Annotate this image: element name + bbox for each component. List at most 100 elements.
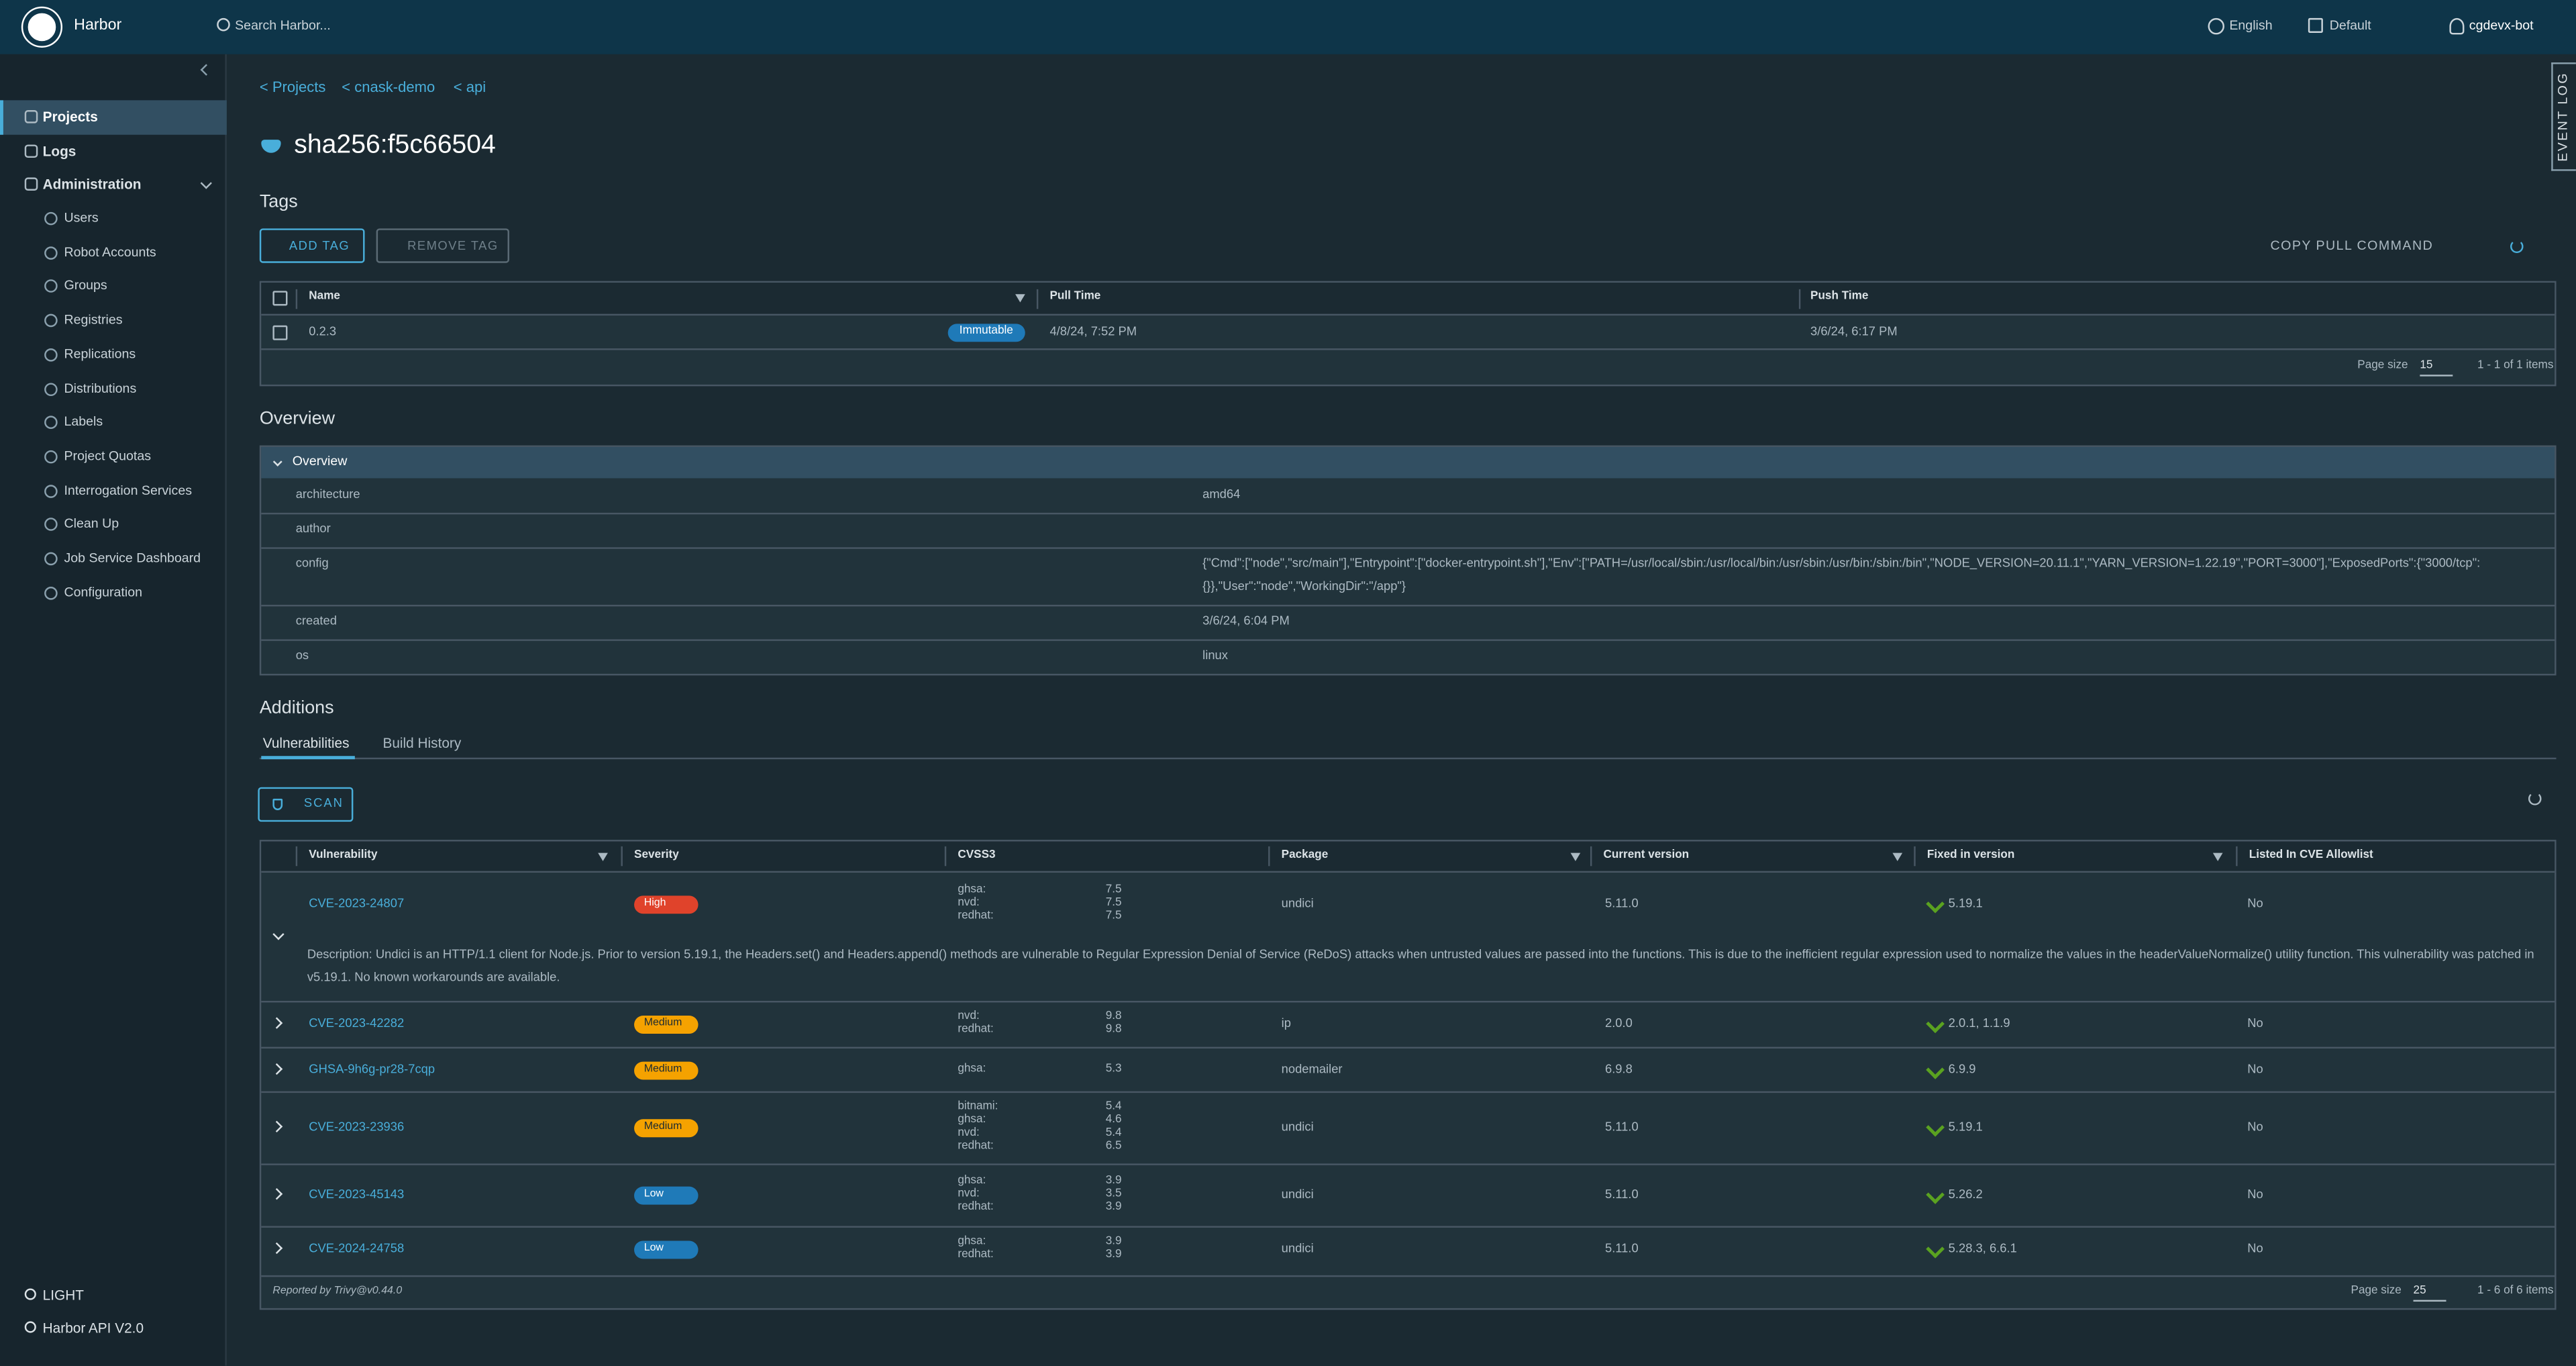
cvss-score: 9.8 [1106, 1022, 1122, 1039]
refresh-button[interactable] [2510, 240, 2524, 253]
row-divider [261, 1091, 2555, 1093]
nav-item[interactable]: Logs [43, 141, 76, 162]
nav-icon [44, 552, 58, 566]
checkbox[interactable] [272, 325, 287, 340]
property-key: architecture [296, 485, 360, 504]
refresh-button[interactable] [2528, 792, 2542, 806]
row-divider [261, 1001, 2555, 1002]
nav-subitem[interactable]: Clean Up [64, 515, 119, 534]
remove-tag-label: REMOVE TAG [407, 237, 498, 256]
api-link[interactable]: Harbor API V2.0 [43, 1318, 144, 1338]
filter-icon[interactable] [1892, 853, 1902, 861]
checkbox[interactable] [272, 290, 287, 305]
nav-icon [44, 586, 58, 599]
nav-subitem[interactable]: Replications [64, 345, 136, 364]
cvss-source: redhat: [958, 1022, 993, 1039]
row-divider [261, 1226, 2555, 1227]
nav-item[interactable]: Projects [43, 106, 98, 127]
tags-footer-line [261, 348, 2555, 350]
severity-label: High [644, 896, 666, 912]
current-version: 5.11.0 [1605, 895, 1639, 914]
allowlisted: No [2247, 1061, 2263, 1079]
artifact-digest: sha256:f5c66504 [294, 127, 496, 166]
nav-subitem[interactable]: Groups [64, 277, 107, 296]
allowlisted: No [2247, 1015, 2263, 1034]
filter-icon[interactable] [598, 853, 608, 861]
breadcrumb-link[interactable]: < cnask-demo [342, 78, 435, 100]
top-bar [0, 0, 2576, 54]
search-icon [217, 18, 230, 32]
nav-subitem[interactable]: Interrogation Services [64, 481, 192, 500]
severity-label: Low [644, 1187, 664, 1203]
column-divider [2236, 846, 2237, 866]
pull-time: 4/8/24, 7:52 PM [1049, 323, 1137, 342]
fixed-version: 5.26.2 [1949, 1185, 1983, 1204]
current-version: 5.11.0 [1605, 1240, 1639, 1259]
column-divider [296, 289, 297, 309]
nav-item[interactable]: Administration [43, 174, 142, 195]
allowlisted: No [2247, 1185, 2263, 1204]
vulnerability-id[interactable]: CVE-2024-24758 [309, 1240, 404, 1259]
theme-icon [25, 1288, 36, 1300]
row-divider [261, 1047, 2555, 1048]
property-value: linux [1202, 644, 2525, 667]
filter-icon[interactable] [1015, 294, 1025, 302]
row-divider [261, 639, 2555, 640]
fixed-version: 6.9.9 [1949, 1061, 1976, 1079]
vuln-table [260, 840, 2557, 1310]
nav-icon [44, 484, 58, 497]
vulnerability-id[interactable]: CVE-2023-23936 [309, 1118, 404, 1137]
theme-toggle[interactable]: LIGHT [43, 1285, 84, 1306]
tag-name: 0.2.3 [309, 323, 336, 342]
section-heading: Overview [260, 405, 335, 432]
panel-title[interactable]: Overview [293, 452, 348, 471]
vulnerability-id[interactable]: CVE-2023-42282 [309, 1015, 404, 1034]
user-menu[interactable]: cgdevx-bot [2469, 16, 2534, 36]
globe-icon [2208, 18, 2224, 34]
breadcrumb-link[interactable]: < api [454, 78, 486, 100]
cvss-source: redhat: [958, 908, 993, 926]
filter-icon[interactable] [2213, 853, 2223, 861]
nav-subitem[interactable]: Project Quotas [64, 447, 151, 467]
scan-label[interactable]: SCAN [304, 794, 344, 813]
add-tag-label[interactable]: ADD TAG [289, 237, 350, 256]
allowlisted: No [2247, 1240, 2263, 1259]
page-size-select[interactable]: 25 [2414, 1283, 2446, 1302]
current-version: 6.9.8 [1605, 1061, 1633, 1079]
nav-subitem[interactable]: Registries [64, 311, 122, 330]
severity-label: Medium [644, 1062, 682, 1078]
allowlisted: No [2247, 1118, 2263, 1137]
column-header: Current version [1604, 848, 1690, 865]
tab[interactable]: Build History [382, 732, 461, 753]
package: undici [1282, 1118, 1314, 1137]
page-size-label: Page size [2351, 1283, 2402, 1301]
nav-subitem[interactable]: Users [64, 209, 98, 228]
vulnerability-id[interactable]: CVE-2023-24807 [309, 895, 404, 914]
breadcrumb-link[interactable]: < Projects [260, 78, 326, 100]
nav-icon [25, 177, 38, 191]
nav-subitem[interactable]: Labels [64, 413, 103, 432]
filter-icon[interactable] [1571, 853, 1581, 861]
search-input[interactable]: Search Harbor... [235, 16, 331, 36]
pagination-range: 1 - 6 of 6 items [2477, 1283, 2553, 1301]
column-header: CVSS3 [958, 848, 995, 865]
row-divider [261, 1275, 2555, 1277]
nav-icon [25, 110, 38, 124]
column-divider [621, 846, 622, 866]
page-size-select[interactable]: 15 [2420, 358, 2452, 377]
scope-menu[interactable]: Default [2330, 16, 2371, 36]
row-divider [261, 547, 2555, 548]
nav-subitem[interactable]: Distributions [64, 379, 136, 398]
vulnerability-id[interactable]: GHSA-9h6g-pr28-7cqp [309, 1061, 435, 1079]
tab[interactable]: Vulnerabilities [263, 732, 350, 753]
event-log-label[interactable]: EVENT LOG [2555, 72, 2570, 162]
push-time: 3/6/24, 6:17 PM [1810, 323, 1898, 342]
nav-subitem[interactable]: Job Service Dashboard [64, 549, 201, 569]
copy-pull-command[interactable]: COPY PULL COMMAND [2271, 237, 2434, 256]
nav-subitem[interactable]: Robot Accounts [64, 243, 156, 262]
nav-subitem[interactable]: Configuration [64, 583, 142, 602]
language-menu[interactable]: English [2229, 16, 2272, 36]
severity-label: Low [644, 1241, 664, 1257]
vulnerability-id[interactable]: CVE-2023-45143 [309, 1185, 404, 1204]
